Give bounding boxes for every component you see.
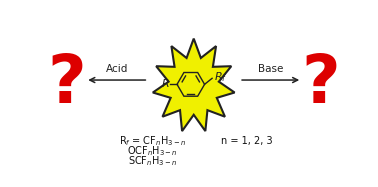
Text: ?: ?: [302, 51, 341, 117]
Text: ?: ?: [47, 51, 86, 117]
Polygon shape: [153, 39, 235, 131]
Text: Base: Base: [258, 64, 284, 74]
Text: R$_f$: R$_f$: [214, 71, 227, 85]
Text: SCF$_n$H$_{3-n}$: SCF$_n$H$_{3-n}$: [128, 154, 177, 168]
Text: R: R: [161, 79, 169, 89]
Text: Acid: Acid: [105, 64, 128, 74]
Text: R$_f$ = CF$_n$H$_{3-n}$: R$_f$ = CF$_n$H$_{3-n}$: [119, 134, 186, 148]
Text: OCF$_n$H$_{3-n}$: OCF$_n$H$_{3-n}$: [127, 144, 178, 158]
Text: n = 1, 2, 3: n = 1, 2, 3: [221, 136, 272, 146]
